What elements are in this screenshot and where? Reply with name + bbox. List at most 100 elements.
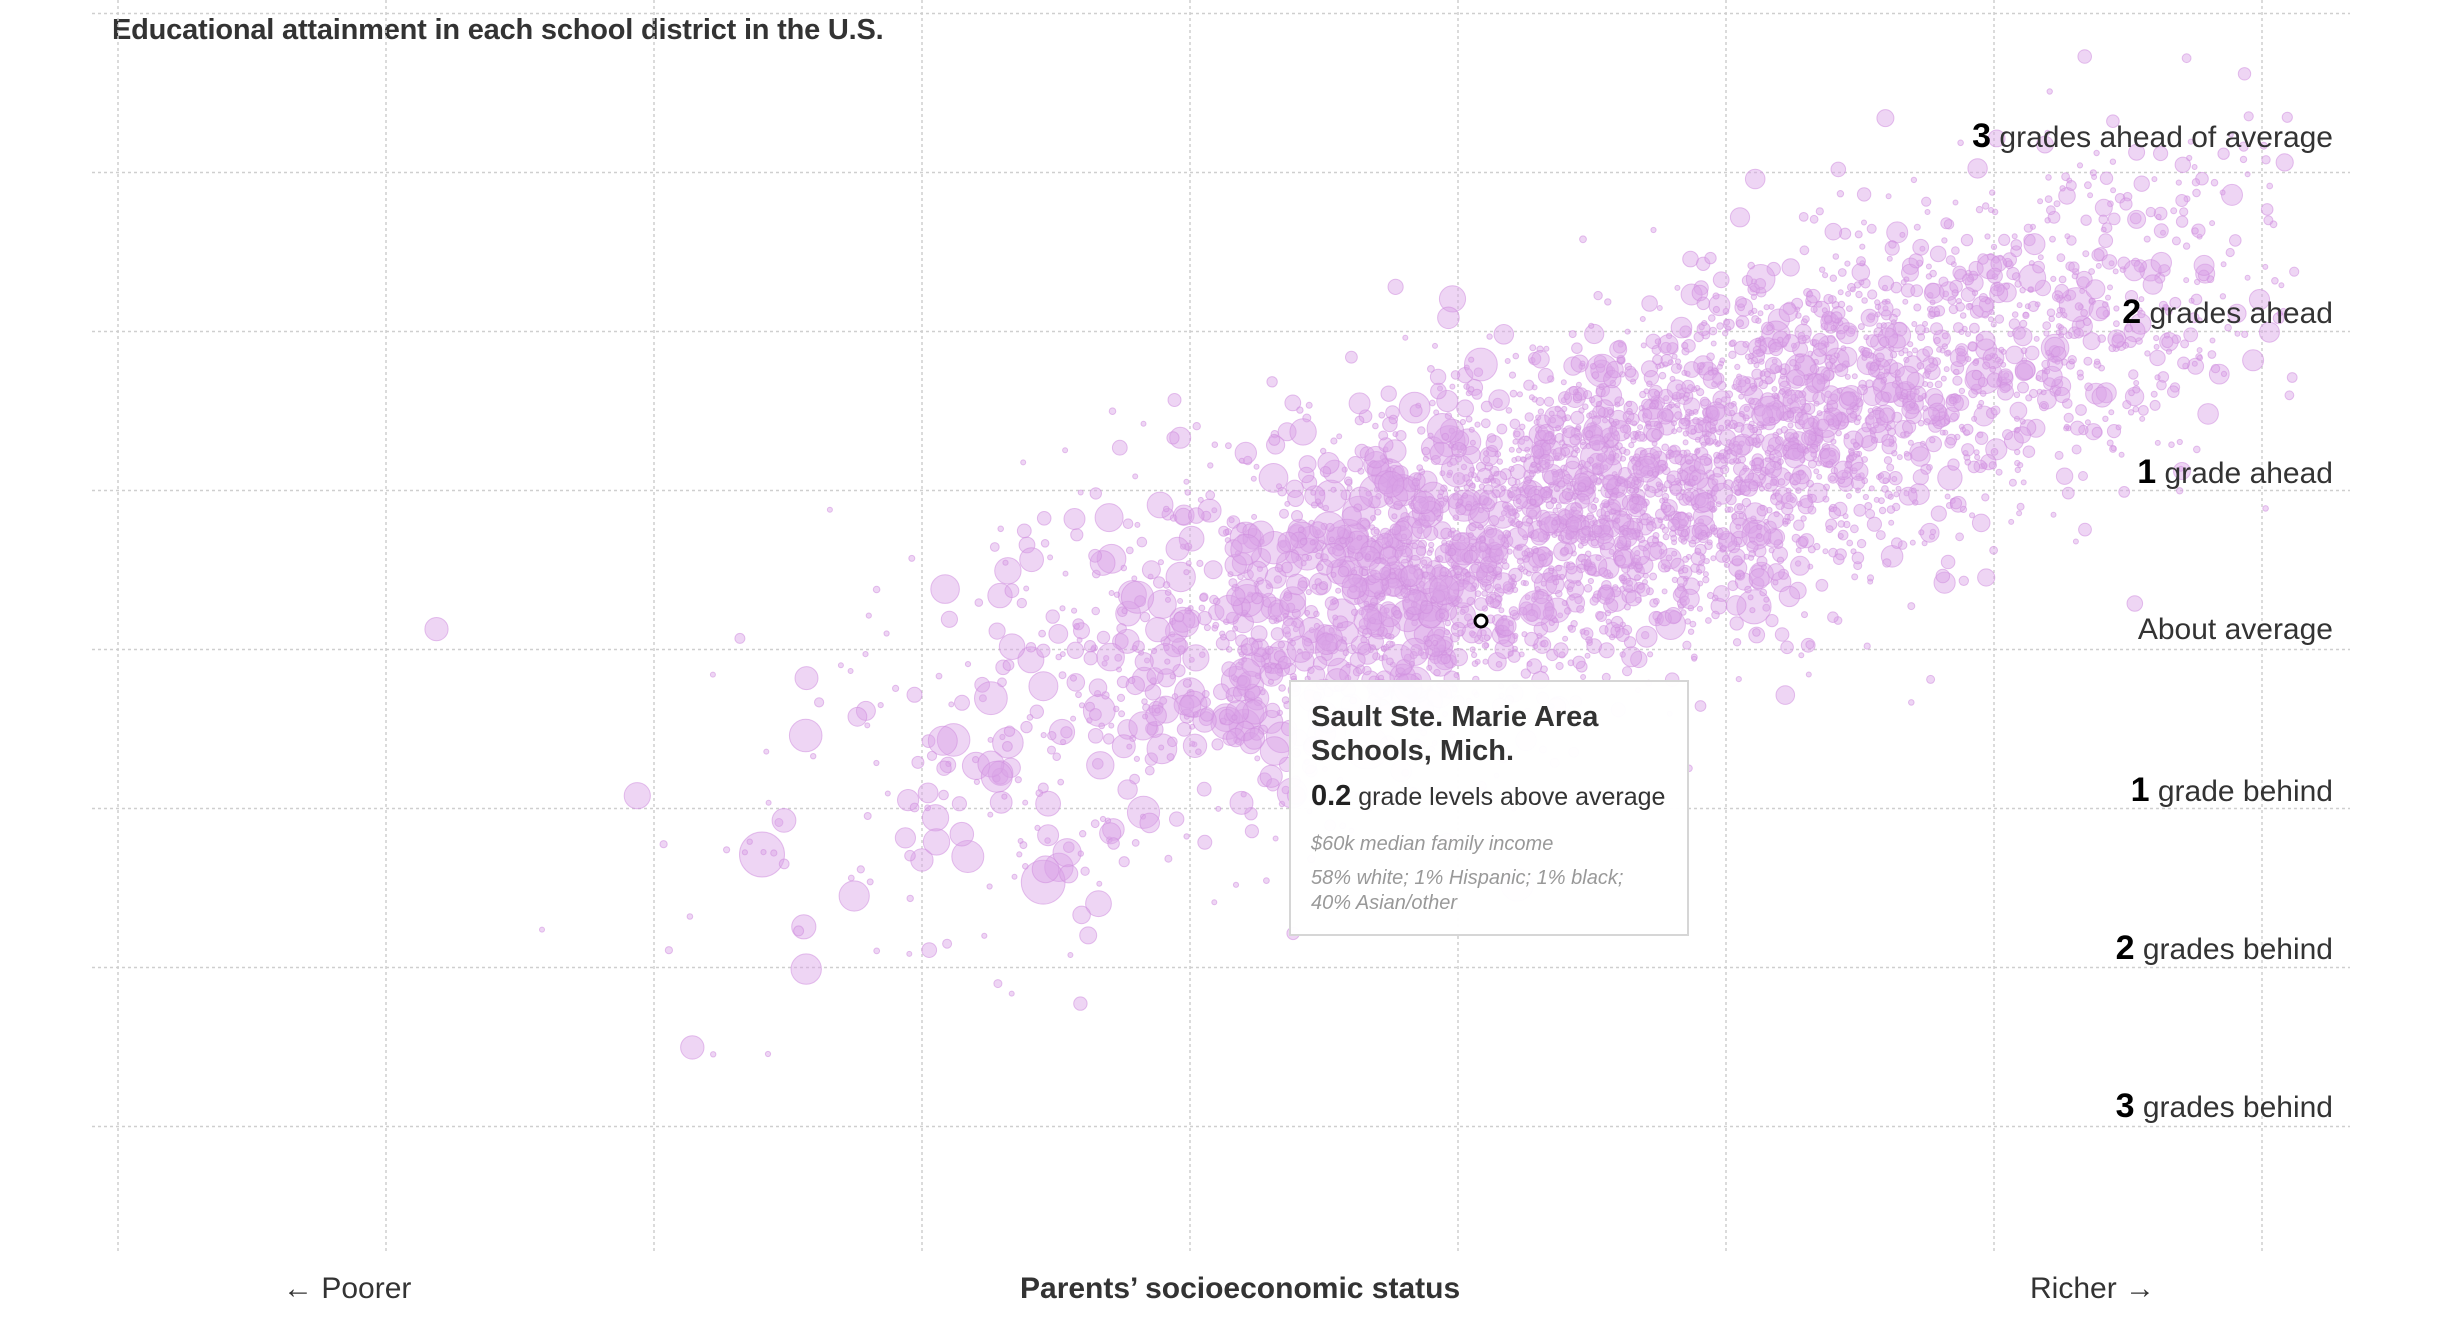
data-point: [1185, 560, 1192, 567]
data-point: [1653, 597, 1660, 605]
data-point: [1863, 642, 1871, 650]
data-point: [1766, 324, 1774, 332]
data-point: [1162, 581, 1171, 589]
data-point: [1835, 364, 1844, 372]
data-point: [1949, 396, 1957, 405]
data-point: [2044, 129, 2051, 136]
data-point: [1328, 536, 1335, 543]
data-point: [2011, 233, 2018, 240]
data-point: [1234, 441, 1258, 465]
data-point: [1655, 609, 1686, 641]
data-point: [2099, 171, 2114, 185]
data-point: [1286, 573, 1308, 596]
data-point: [2010, 239, 2023, 251]
data-point: [1623, 432, 1631, 440]
data-point: [1826, 334, 1836, 344]
data-point: [1083, 651, 1098, 666]
data-point: [2133, 380, 2140, 386]
data-point: [1735, 676, 1742, 683]
data-point: [1958, 387, 1966, 395]
data-point: [1981, 493, 1990, 502]
data-point: [2073, 328, 2084, 339]
data-point: [884, 790, 891, 797]
data-point: [1257, 772, 1272, 788]
data-point: [1696, 296, 1711, 311]
data-point: [1929, 533, 1935, 540]
data-point: [1522, 554, 1531, 563]
data-point: [1984, 298, 1991, 305]
data-point: [1468, 426, 1475, 433]
data-point: [1104, 817, 1112, 824]
data-point: [1562, 635, 1569, 642]
data-point: [1351, 608, 1359, 616]
data-point: [1172, 664, 1186, 678]
data-point: [1583, 629, 1590, 636]
data-point: [1553, 455, 1560, 462]
data-point: [1227, 695, 1234, 702]
data-point: [1692, 503, 1700, 511]
data-point: [2082, 332, 2101, 351]
data-point: [1927, 310, 1936, 319]
data-point: [2182, 242, 2191, 250]
data-point: [1020, 720, 1033, 734]
data-point: [1926, 674, 1936, 684]
data-point: [1485, 435, 1503, 453]
data-point: [1225, 700, 1250, 724]
data-point: [1244, 824, 1260, 839]
data-point: [1909, 539, 1916, 546]
data-point: [2059, 185, 2066, 192]
data-point: [2078, 522, 2092, 537]
data-point: [1856, 538, 1867, 549]
data-point: [2041, 359, 2051, 369]
data-point: [1681, 341, 1689, 350]
data-point: [1492, 572, 1514, 594]
data-point: [1463, 549, 1478, 564]
data-point: [1910, 284, 1924, 298]
data-point: [1974, 454, 1981, 461]
data-point: [2220, 261, 2227, 268]
data-point: [1330, 486, 1337, 493]
data-point: [1870, 436, 1879, 444]
data-point: [1876, 322, 1883, 329]
data-point: [2083, 356, 2093, 366]
data-point: [1362, 665, 1372, 676]
data-point: [1430, 382, 1447, 400]
data-point: [1122, 518, 1134, 530]
data-point: [2024, 303, 2031, 310]
data-point: [1096, 642, 1125, 672]
data-point: [1955, 343, 1969, 357]
data-point: [2071, 444, 2082, 455]
data-point: [1141, 560, 1161, 580]
data-point: [1784, 514, 1791, 521]
tooltip-value-text: grade levels above average: [1358, 783, 1666, 811]
data-point: [1036, 511, 1052, 526]
data-point: [2078, 424, 2089, 436]
data-point: [991, 767, 1009, 785]
data-point: [1944, 493, 1951, 500]
data-point: [1509, 389, 1518, 398]
data-point: [1849, 286, 1856, 293]
data-point: [1540, 614, 1560, 633]
data-point: [1528, 394, 1535, 401]
data-point: [1829, 475, 1836, 482]
data-point: [1272, 835, 1279, 842]
data-point: [1077, 489, 1084, 496]
data-point: [1655, 481, 1662, 488]
data-point: [1432, 639, 1439, 646]
data-point: [1629, 487, 1636, 494]
data-point: [1951, 246, 1960, 255]
data-point: [1073, 623, 1080, 630]
data-point: [1735, 296, 1747, 308]
data-point: [1094, 503, 1124, 533]
data-point: [2263, 215, 2274, 226]
data-point: [1215, 805, 1222, 812]
data-point: [1745, 264, 1776, 294]
data-point: [1762, 603, 1771, 612]
data-point: [894, 827, 917, 849]
data-point: [980, 760, 1013, 793]
data-point: [1281, 617, 1305, 641]
data-point: [1829, 274, 1838, 282]
data-point: [2014, 466, 2022, 474]
data-point: [2128, 389, 2135, 397]
data-point: [1639, 316, 1646, 322]
